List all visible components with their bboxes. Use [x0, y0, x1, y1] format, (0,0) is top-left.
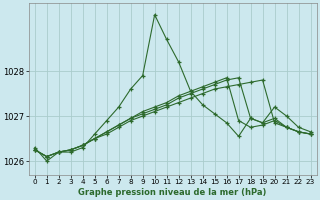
- X-axis label: Graphe pression niveau de la mer (hPa): Graphe pression niveau de la mer (hPa): [78, 188, 267, 197]
